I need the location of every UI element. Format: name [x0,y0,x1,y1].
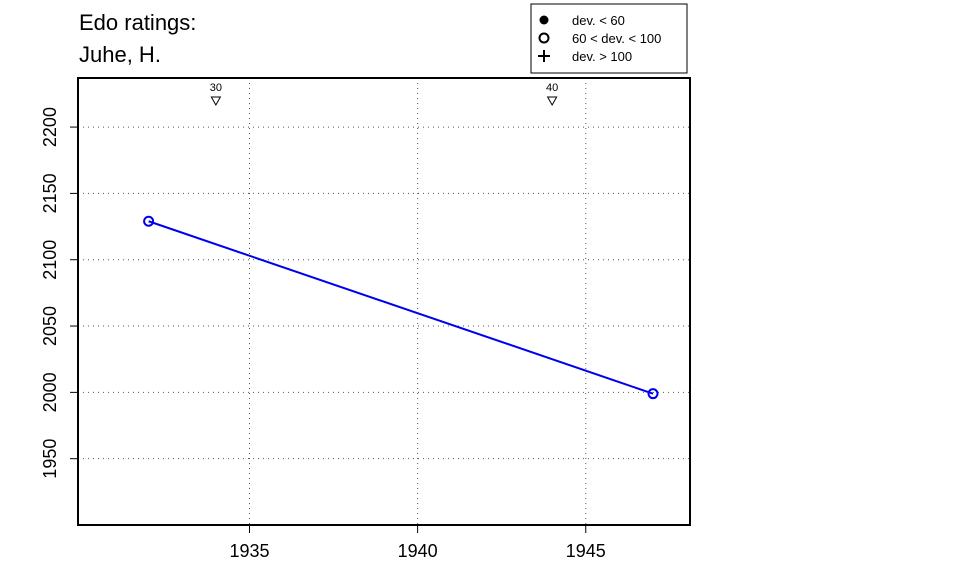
y-tick-label: 2050 [40,306,60,346]
x-tick-label: 1945 [566,541,606,561]
x-tick-label: 1940 [398,541,438,561]
legend-entries: dev. < 60 60 < dev. < 100 dev. > 100 [538,13,661,64]
legend-label: 60 < dev. < 100 [572,31,661,46]
y-tick-label: 2200 [40,107,60,147]
y-axis-ticks: 1950 2000 2050 2100 2150 2200 [40,107,78,479]
legend: dev. < 60 60 < dev. < 100 dev. > 100 [530,3,688,74]
plot-frame [77,77,691,526]
data-point [143,215,155,227]
x-axis-ticks: 1935 1940 1945 [229,525,606,561]
y-tick-label: 2150 [40,173,60,213]
series-line [148,220,654,395]
grid-lines [78,78,690,525]
series-layer [143,215,659,400]
y-tick-label: 1950 [40,439,60,479]
y-tick-label: 2000 [40,372,60,412]
game-count-label: 30 [210,82,222,94]
x-tick-label: 1935 [229,541,269,561]
legend-box [530,3,688,74]
game-count-label: 40 [546,82,558,94]
y-tick-label: 2100 [40,240,60,280]
open-circle-icon [538,32,550,44]
game-count-markers: 30 40 [210,82,558,107]
triangle-down-icon [210,96,222,107]
triangle-down-icon [546,96,558,107]
chart-title-line1: Edo ratings: [79,10,196,35]
plus-icon [538,50,550,62]
legend-label: dev. < 60 [572,13,625,28]
filled-circle-icon [539,15,549,25]
legend-label: dev. > 100 [572,49,632,64]
chart-title-line2: Juhe, H. [79,42,161,67]
data-point [647,388,659,400]
